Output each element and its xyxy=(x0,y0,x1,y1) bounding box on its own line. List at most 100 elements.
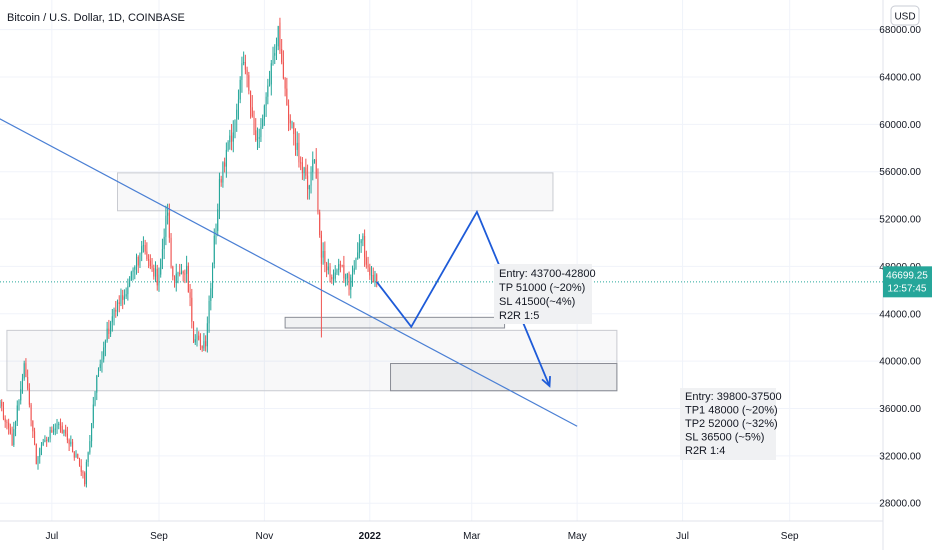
candle-up xyxy=(18,400,20,406)
candle-down xyxy=(253,116,255,131)
candle-down xyxy=(329,266,331,278)
candle-up xyxy=(129,280,131,287)
candle-up xyxy=(101,359,103,365)
candle-down xyxy=(30,404,32,421)
candle-down xyxy=(4,418,6,422)
candle-up xyxy=(243,62,245,64)
candle-down xyxy=(198,335,200,340)
price-tick-label: 60000.00 xyxy=(879,120,921,131)
candle-down xyxy=(251,107,253,117)
candle-down xyxy=(289,119,291,124)
price-tick-label: 36000.00 xyxy=(879,404,921,415)
candle-down xyxy=(248,75,250,91)
candle-up xyxy=(357,252,359,259)
candle-down xyxy=(80,465,82,472)
candle-down xyxy=(231,135,233,142)
price-tick-label: 64000.00 xyxy=(879,72,921,83)
candle-up xyxy=(274,53,276,56)
time-tick-label: Nov xyxy=(255,531,273,542)
candle-down xyxy=(189,292,191,298)
candle-up xyxy=(225,149,227,167)
currency-button[interactable]: USD xyxy=(890,5,920,26)
candle-up xyxy=(256,138,259,141)
candle-down xyxy=(281,49,283,63)
candle-up xyxy=(196,335,198,340)
candle-up xyxy=(141,246,143,254)
candle-up xyxy=(53,429,55,433)
candle-up xyxy=(203,341,205,349)
candle-up xyxy=(362,235,364,241)
candle-up xyxy=(13,429,15,445)
candle-down xyxy=(220,179,222,183)
candle-up xyxy=(163,236,165,250)
candle-down xyxy=(191,297,193,322)
candle-up xyxy=(99,364,101,368)
candle-down xyxy=(184,273,186,275)
candle-up xyxy=(75,454,77,458)
candle-down xyxy=(284,78,286,89)
candle-down xyxy=(246,69,248,76)
support-zone xyxy=(6,329,618,392)
candle-down xyxy=(372,275,374,283)
setup2-note: Entry: 39800-37500 TP1 48000 (~20%) TP2 … xyxy=(680,388,782,460)
candle-down xyxy=(68,440,70,445)
candle-up xyxy=(113,309,115,317)
candle-up xyxy=(16,405,18,422)
candle-up xyxy=(103,347,105,360)
candle-up xyxy=(186,265,188,274)
candle-up xyxy=(97,367,100,376)
candle-up xyxy=(262,118,264,127)
candle-up xyxy=(123,296,125,300)
candle-up xyxy=(132,269,134,273)
candle-up xyxy=(291,122,293,124)
candle-up xyxy=(160,259,162,275)
time-axis[interactable]: Jul Sep Nov 2022 Mar May Jul Sep xyxy=(45,531,799,542)
candle-up xyxy=(374,274,376,283)
candle-down xyxy=(66,433,68,441)
candle-down xyxy=(331,277,333,280)
candle-down xyxy=(282,62,284,79)
setup2-sl: SL 36500 (~5%) xyxy=(685,432,764,444)
candle-up xyxy=(110,322,112,334)
candle-down xyxy=(46,439,48,441)
candle-down xyxy=(59,423,62,426)
candle-down xyxy=(288,105,290,120)
price-tick-label: 44000.00 xyxy=(879,309,921,320)
candle-up xyxy=(358,243,360,253)
zones xyxy=(6,172,618,392)
candle-down xyxy=(199,339,201,347)
trendline xyxy=(0,118,578,427)
candle-up xyxy=(135,256,138,267)
candle-up xyxy=(277,26,279,47)
candle-down xyxy=(72,441,74,453)
setup1-tp: TP 51000 (~20%) xyxy=(499,282,585,294)
candle-down xyxy=(255,130,257,141)
candle-up xyxy=(154,268,157,277)
candle-down xyxy=(9,428,11,434)
candle-up xyxy=(360,240,362,244)
setup2-entry: Entry: 39800-37500 xyxy=(685,391,782,403)
candle-down xyxy=(149,260,151,266)
candle-up xyxy=(272,55,274,64)
candle-down xyxy=(286,88,288,106)
price-tick-label: 32000.00 xyxy=(879,451,921,462)
candle-down xyxy=(367,264,369,268)
candle-up xyxy=(346,273,348,279)
candle-down xyxy=(187,265,189,293)
candle-down xyxy=(341,264,343,266)
candle-up xyxy=(175,273,177,283)
candle-up xyxy=(206,323,208,347)
candle-down xyxy=(25,363,27,378)
candle-up xyxy=(165,215,167,237)
candle-up xyxy=(15,421,17,430)
candle-down xyxy=(250,90,252,108)
time-tick-label: Jul xyxy=(676,531,689,542)
candle-down xyxy=(348,273,350,290)
candle-down xyxy=(319,212,321,236)
candle-up xyxy=(351,272,354,278)
setup1-note: Entry: 43700-42800 TP 51000 (~20%) SL 41… xyxy=(494,264,596,324)
candle-down xyxy=(201,346,203,349)
candles xyxy=(0,17,378,488)
candle-up xyxy=(217,209,219,232)
